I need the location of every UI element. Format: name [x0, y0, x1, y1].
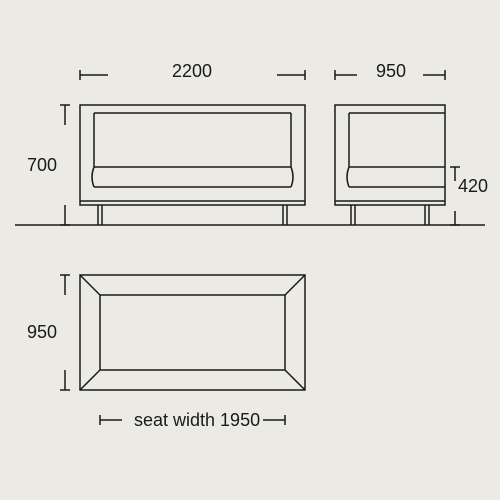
- dim-seat-height-420: 420: [458, 176, 488, 197]
- dim-width-2200: 2200: [172, 61, 212, 82]
- dim-height-700: 700: [27, 155, 57, 176]
- dim-width-950: 950: [376, 61, 406, 82]
- dim-depth-950: 950: [27, 322, 57, 343]
- dim-seat-width: seat width 1950: [134, 410, 260, 431]
